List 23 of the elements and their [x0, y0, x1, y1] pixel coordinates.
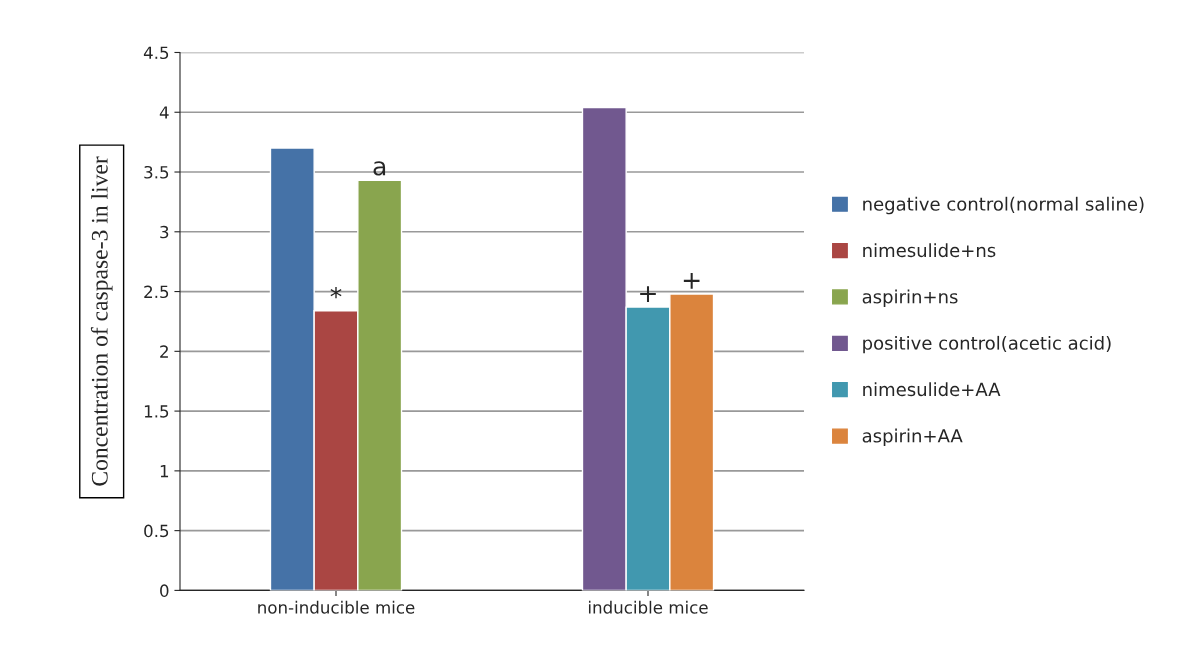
y-tick-label: 0.5	[144, 524, 169, 538]
y-tick-label: 1.5	[144, 405, 169, 418]
legend-label: aspirin+AA	[862, 428, 963, 447]
y-tick-label: 2	[160, 345, 168, 358]
y-tick-label: 4.5	[143, 46, 169, 60]
annotation: +	[683, 273, 700, 289]
y-tick-label: 0	[160, 584, 169, 597]
y-axis-title: Concentration of caspase-3 in liver	[90, 156, 113, 486]
y-tick-label: 1	[160, 465, 169, 478]
x-tick-label: non-inducible mice	[258, 600, 415, 614]
y-tick-label: 4	[159, 106, 169, 119]
legend-label: aspirin+ns	[862, 289, 958, 307]
annotation: *	[330, 286, 342, 299]
y-tick-label: 3	[160, 225, 169, 239]
legend-label: nimesulide+ns	[863, 243, 996, 258]
legend-label: nimesulide+AA	[863, 382, 1001, 397]
annotation: +	[640, 286, 656, 302]
x-tick-label: inducible mice	[588, 600, 708, 614]
annotation: a	[373, 161, 386, 176]
legend-label: negative control(normal saline)	[863, 196, 1144, 215]
y-tick-label: 3.5	[144, 165, 169, 179]
legend-label: positive control(acetic acid)	[863, 335, 1111, 354]
y-tick-label: 2.5	[144, 285, 169, 299]
